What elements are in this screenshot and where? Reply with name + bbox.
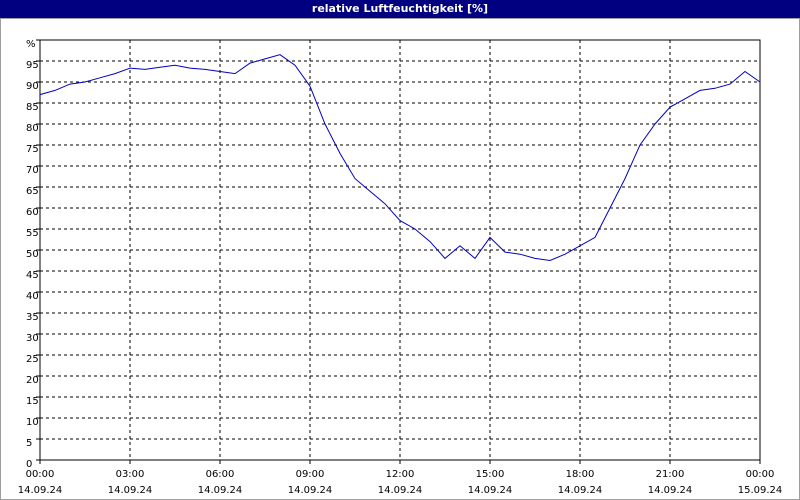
x-tick-date: 14.09.24 (288, 485, 333, 496)
y-tick-label: 60 (26, 207, 39, 218)
chart-title: relative Luftfeuchtigkeit [%] (312, 2, 488, 15)
x-tick-label: 00:00 (26, 469, 55, 480)
x-tick-label: 09:00 (296, 469, 325, 480)
x-tick-label: 15:00 (476, 469, 505, 480)
x-tick-date: 14.09.24 (18, 485, 63, 496)
y-tick-label: 80 (26, 123, 39, 134)
y-tick-label: 85 (26, 102, 39, 113)
y-tick-label: 0 (26, 459, 32, 470)
y-tick-label: 95 (26, 60, 39, 71)
x-tick-date: 14.09.24 (108, 485, 153, 496)
x-tick-date: 14.09.24 (198, 485, 243, 496)
x-tick-label: 18:00 (566, 469, 595, 480)
y-tick-label: 50 (26, 249, 39, 260)
y-tick-label: 35 (26, 312, 39, 323)
x-tick-label: 00:00 (746, 469, 775, 480)
y-tick-label: 75 (26, 144, 39, 155)
x-tick-date: 14.09.24 (378, 485, 423, 496)
y-tick-label: 70 (26, 165, 39, 176)
y-tick-label: 5 (26, 438, 32, 449)
title-bar (0, 0, 800, 18)
y-tick-label: 40 (26, 291, 39, 302)
y-tick-label: 65 (26, 186, 39, 197)
x-tick-date: 14.09.24 (648, 485, 693, 496)
y-tick-label: 15 (26, 396, 39, 407)
y-tick-label: 45 (26, 270, 39, 281)
y-tick-label: 20 (26, 375, 39, 386)
x-tick-label: 12:00 (386, 469, 415, 480)
y-tick-label: 30 (26, 333, 39, 344)
x-tick-label: 03:00 (116, 469, 145, 480)
y-tick-label: % (26, 39, 36, 50)
x-tick-label: 06:00 (206, 469, 235, 480)
y-tick-label: 55 (26, 228, 39, 239)
data-line (39, 54, 761, 262)
x-tick-label: 21:00 (656, 469, 685, 480)
x-tick-date: 14.09.24 (468, 485, 513, 496)
x-tick-date: 14.09.24 (558, 485, 603, 496)
x-tick-date: 15.09.24 (738, 485, 783, 496)
y-tick-label: 25 (26, 354, 39, 365)
y-tick-label: 90 (26, 81, 39, 92)
y-tick-label: 10 (26, 417, 39, 428)
